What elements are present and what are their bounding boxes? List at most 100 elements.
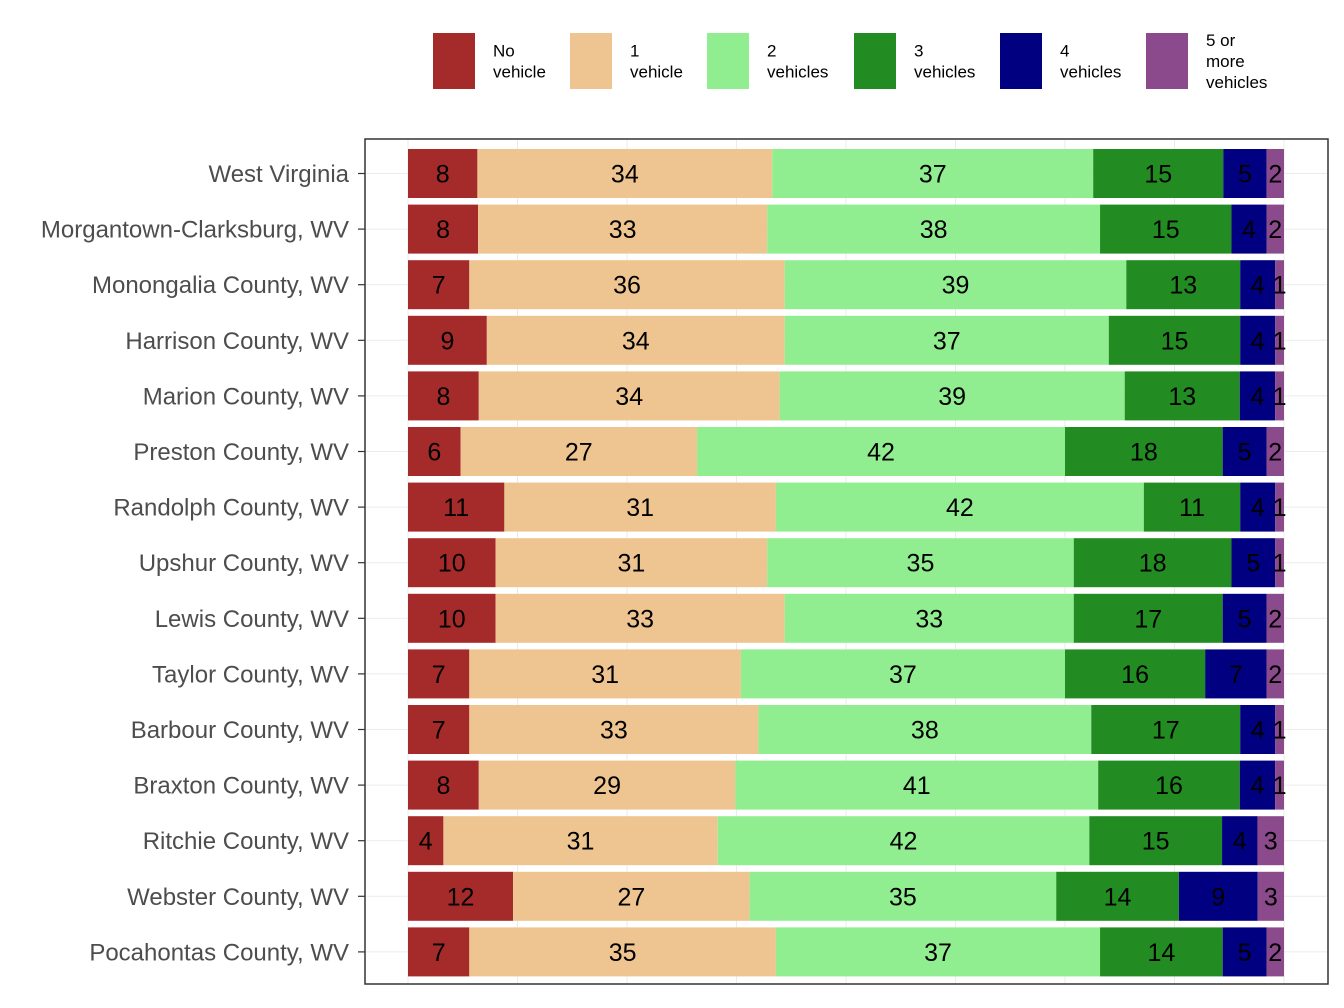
bar-segment-1-vehicle bbox=[443, 816, 718, 866]
bar-value-label: 41 bbox=[903, 772, 931, 800]
bar-segment-1-vehicle bbox=[477, 149, 773, 198]
legend-label: 4 vehicles bbox=[1060, 42, 1121, 82]
bar-row-lewis-county-wv: 10 33 33 17 5 2 bbox=[408, 593, 1284, 643]
bar-value-label: 15 bbox=[1161, 327, 1189, 355]
bar-value-label: 6 bbox=[427, 439, 441, 467]
bar-value-label: 16 bbox=[1155, 772, 1183, 800]
bar-value-label: 11 bbox=[443, 494, 469, 522]
bar-value-label: 18 bbox=[1139, 550, 1167, 578]
bar-row-marion-county-wv: 8 34 39 13 4 1 bbox=[408, 371, 1287, 421]
bar-segment-4-vehicles bbox=[1240, 260, 1276, 310]
bar-segment-2-vehicles bbox=[775, 482, 1144, 532]
bar-value-label: 9 bbox=[440, 327, 454, 355]
bar-value-label: 7 bbox=[432, 717, 446, 745]
category-label: Marion County, WV bbox=[143, 383, 349, 410]
bar-segment-1-vehicle bbox=[486, 315, 785, 365]
bar-value-label: 5 bbox=[1246, 550, 1260, 578]
legend-key bbox=[707, 33, 749, 89]
bar-value-label: 16 bbox=[1121, 661, 1149, 689]
bar-value-label: 13 bbox=[1169, 272, 1197, 300]
bar-segment-no-vehicle bbox=[408, 315, 487, 365]
bar-segment-2-vehicles bbox=[697, 427, 1065, 476]
bar-value-label: 35 bbox=[889, 883, 917, 911]
bar-value-label: 37 bbox=[889, 661, 917, 689]
bar-row-webster-county-wv: 12 27 35 14 9 3 bbox=[408, 871, 1284, 921]
bar-value-label: 13 bbox=[1168, 383, 1196, 411]
bar-segment-5-or-more-vehicles bbox=[1266, 593, 1284, 643]
bar-segment-4-vehicles bbox=[1205, 649, 1267, 699]
bar-value-label: 10 bbox=[438, 605, 466, 633]
bar-row-pocahontas-county-wv: 7 35 37 14 5 2 bbox=[408, 927, 1284, 977]
bar-value-label: 42 bbox=[946, 494, 974, 522]
bar-row-braxton-county-wv: 8 29 41 16 4 1 bbox=[408, 760, 1287, 810]
bar-value-label: 9 bbox=[1211, 883, 1225, 911]
category-label: Braxton County, WV bbox=[133, 773, 349, 800]
bar-row-harrison-county-wv: 9 34 37 15 4 1 bbox=[408, 315, 1287, 365]
bar-segment-1-vehicle bbox=[469, 927, 776, 977]
legend: No vehicle 1 vehicle 2 vehicles 3 vehicles 4 vehi… bbox=[433, 31, 1267, 92]
bar-value-label: 33 bbox=[609, 216, 637, 244]
bar-segment-no-vehicle bbox=[408, 427, 461, 476]
category-label: West Virginia bbox=[208, 161, 349, 188]
bar-value-label: 4 bbox=[1251, 772, 1265, 800]
bar-row-upshur-county-wv: 10 31 35 18 5 1 bbox=[408, 538, 1287, 588]
bar-segment-3-vehicles bbox=[1100, 927, 1223, 977]
bar-segment-no-vehicle bbox=[408, 204, 479, 254]
bar-segment-1-vehicle bbox=[478, 204, 768, 254]
category-label: Preston County, WV bbox=[133, 439, 349, 466]
bar-segment-2-vehicles bbox=[735, 760, 1099, 810]
bar-value-label: 1 bbox=[1273, 550, 1287, 578]
bar-value-label: 34 bbox=[611, 161, 639, 189]
bar-value-label: 4 bbox=[1233, 828, 1247, 856]
bar-segment-4-vehicles bbox=[1178, 871, 1258, 921]
bar-value-label: 4 bbox=[1251, 717, 1265, 745]
bar-segment-no-vehicle bbox=[408, 593, 496, 643]
bar-segment-4-vehicles bbox=[1240, 705, 1276, 754]
bar-segment-5-or-more-vehicles bbox=[1266, 204, 1284, 254]
bar-segment-2-vehicles bbox=[784, 593, 1074, 643]
bar-segment-3-vehicles bbox=[1073, 593, 1223, 643]
bar-value-label: 1 bbox=[1273, 327, 1287, 355]
bar-value-label: 31 bbox=[567, 828, 595, 856]
bar-row-monongalia-county-wv: 7 36 39 13 4 1 bbox=[408, 260, 1287, 310]
bar-value-label: 14 bbox=[1147, 939, 1175, 967]
category-label: Harrison County, WV bbox=[125, 328, 349, 355]
bar-segment-3-vehicles bbox=[1089, 816, 1223, 866]
bar-segment-3-vehicles bbox=[1108, 315, 1241, 365]
bar-row-west-virginia: 8 34 37 15 5 2 bbox=[408, 149, 1284, 198]
bar-value-label: 5 bbox=[1238, 939, 1252, 967]
category-label: Webster County, WV bbox=[127, 884, 349, 911]
bar-segment-5-or-more-vehicles bbox=[1266, 649, 1284, 699]
bar-value-label: 1 bbox=[1273, 772, 1287, 800]
legend-label: No vehicle bbox=[493, 42, 546, 82]
bar-segment-no-vehicle bbox=[408, 649, 470, 699]
bar-segment-3-vehicles bbox=[1126, 260, 1241, 310]
legend-label: 1 vehicle bbox=[630, 42, 683, 82]
bar-segment-5-or-more-vehicles bbox=[1275, 260, 1284, 310]
bar-value-label: 5 bbox=[1238, 439, 1252, 467]
bar-row-barbour-county-wv: 7 33 38 17 4 1 bbox=[408, 705, 1287, 754]
bar-value-label: 4 bbox=[1251, 327, 1265, 355]
bar-value-label: 8 bbox=[436, 216, 450, 244]
bar-value-label: 17 bbox=[1152, 717, 1180, 745]
bar-segment-3-vehicles bbox=[1098, 760, 1240, 810]
bar-value-label: 2 bbox=[1268, 939, 1282, 967]
bar-value-label: 5 bbox=[1238, 161, 1252, 189]
bar-value-label: 35 bbox=[609, 939, 637, 967]
bar-segment-3-vehicles bbox=[1056, 871, 1179, 921]
bar-segment-4-vehicles bbox=[1222, 427, 1267, 476]
bar-segment-2-vehicles bbox=[784, 315, 1109, 365]
bar-segment-2-vehicles bbox=[717, 816, 1090, 866]
bar-row-ritchie-county-wv: 4 31 42 15 4 3 bbox=[408, 816, 1284, 866]
bar-value-label: 8 bbox=[436, 383, 450, 411]
legend-item-2-vehicles: 2 vehicles bbox=[707, 33, 828, 89]
bar-value-label: 4 bbox=[1251, 383, 1265, 411]
bar-segment-4-vehicles bbox=[1222, 593, 1267, 643]
bar-value-label: 42 bbox=[867, 439, 895, 467]
bar-value-label: 2 bbox=[1268, 161, 1282, 189]
bar-value-label: 11 bbox=[1179, 494, 1205, 522]
bar-segment-1-vehicle bbox=[495, 593, 785, 643]
bar-segment-5-or-more-vehicles bbox=[1257, 871, 1284, 921]
bar-value-label: 7 bbox=[1229, 661, 1243, 689]
